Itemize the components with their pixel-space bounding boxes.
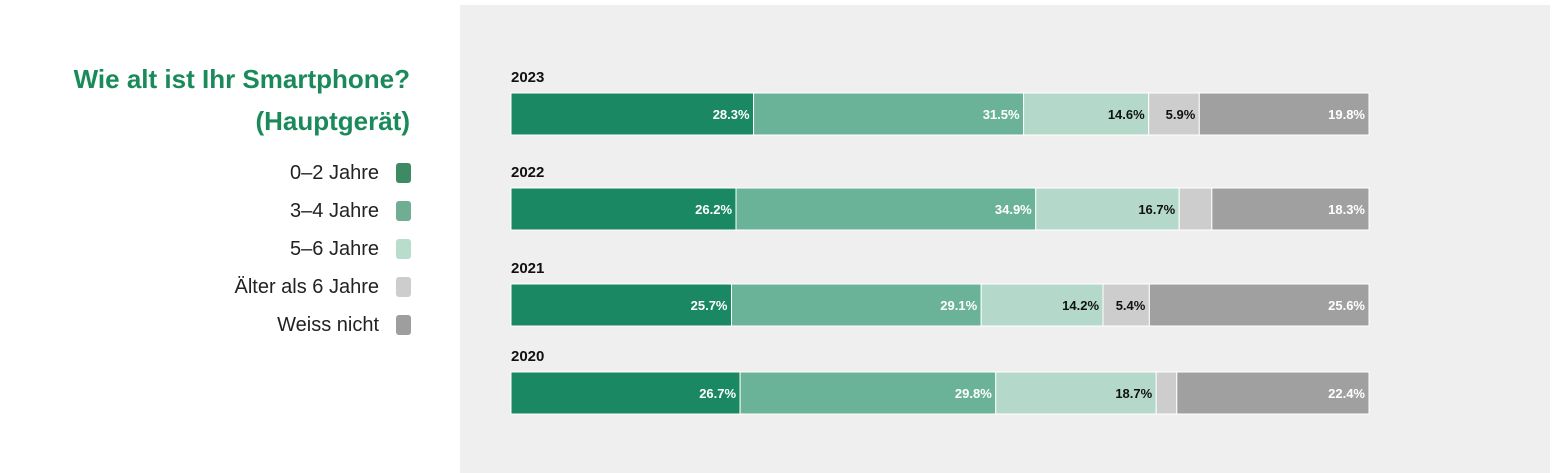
legend-item-aelter-als-6-jahre: Älter als 6 Jahre (234, 268, 411, 306)
data-label: 18.7% (1115, 386, 1152, 401)
chart-title: Wie alt ist Ihr Smartphone? (Hauptgerät) (74, 58, 410, 142)
legend: 0–2 Jahre 3–4 Jahre 5–6 Jahre Älter als … (234, 154, 411, 344)
data-label: 16.7% (1138, 202, 1175, 217)
legend-swatch (396, 163, 411, 183)
bar-segment (1023, 92, 1150, 136)
bar-segment (731, 283, 982, 327)
year-label-2021: 2021 (511, 260, 544, 277)
data-label: 25.6% (1328, 298, 1365, 313)
bar-segment (510, 283, 733, 327)
legend-swatch (396, 239, 411, 259)
year-label-2022: 2022 (511, 164, 544, 181)
data-label: 14.6% (1108, 107, 1145, 122)
data-label: 34.9% (995, 202, 1032, 217)
data-label: 5.9% (1166, 107, 1196, 122)
bar-segment (1176, 371, 1370, 415)
title-line-1: Wie alt ist Ihr Smartphone? (73, 64, 410, 94)
data-label: 25.7% (691, 298, 728, 313)
data-label: 26.7% (699, 386, 736, 401)
bar-segment (1102, 283, 1150, 327)
data-label: 19.8% (1328, 107, 1365, 122)
legend-label: 3–4 Jahre (290, 199, 379, 222)
legend-item-3-4-jahre: 3–4 Jahre (234, 192, 411, 230)
data-label: 28.3% (713, 107, 750, 122)
data-label: 5.4% (1116, 298, 1146, 313)
legend-label: Weiss nicht (277, 313, 379, 336)
legend-swatch (396, 315, 411, 335)
data-label: 26.2% (695, 202, 732, 217)
legend-item-0-2-jahre: 0–2 Jahre (234, 154, 411, 192)
data-label: 31.5% (983, 107, 1020, 122)
legend-swatch (396, 277, 411, 297)
data-label: 29.1% (940, 298, 977, 313)
title-line-2: (Hauptgerät) (255, 106, 410, 136)
legend-area: Wie alt ist Ihr Smartphone? (Hauptgerät)… (0, 0, 460, 473)
bar-segment (510, 92, 755, 136)
bar-segment (995, 371, 1157, 415)
year-label-2023: 2023 (511, 69, 544, 86)
legend-item-weiss-nicht: Weiss nicht (234, 306, 411, 344)
bar-segment (753, 92, 1025, 136)
legend-swatch (396, 201, 411, 221)
bar-segment (1155, 371, 1178, 415)
bar-segment (1178, 187, 1213, 231)
year-label-2020: 2020 (511, 348, 544, 365)
stacked-bar-chart: 2023 28.3% 31.5% 14.6% 5.9% 19.8% 2022 26.2% 34.… (510, 69, 1370, 415)
data-label: 14.2% (1062, 298, 1099, 313)
bar-segment (1148, 283, 1370, 327)
data-label: 29.8% (955, 386, 992, 401)
legend-label: Älter als 6 Jahre (234, 275, 379, 298)
chart-panel: 2023 28.3% 31.5% 14.6% 5.9% 19.8% 2022 26.2% 34.… (460, 5, 1550, 473)
bar-segment (1198, 92, 1370, 136)
bar-segment (510, 371, 741, 415)
bar-segment (1211, 187, 1370, 231)
data-label: 22.4% (1328, 386, 1365, 401)
bar-segment (510, 187, 737, 231)
bar-segment (735, 187, 1037, 231)
legend-item-5-6-jahre: 5–6 Jahre (234, 230, 411, 268)
legend-label: 0–2 Jahre (290, 161, 379, 184)
data-label: 18.3% (1328, 202, 1365, 217)
legend-label: 5–6 Jahre (290, 237, 379, 260)
bar-segment (1035, 187, 1180, 231)
